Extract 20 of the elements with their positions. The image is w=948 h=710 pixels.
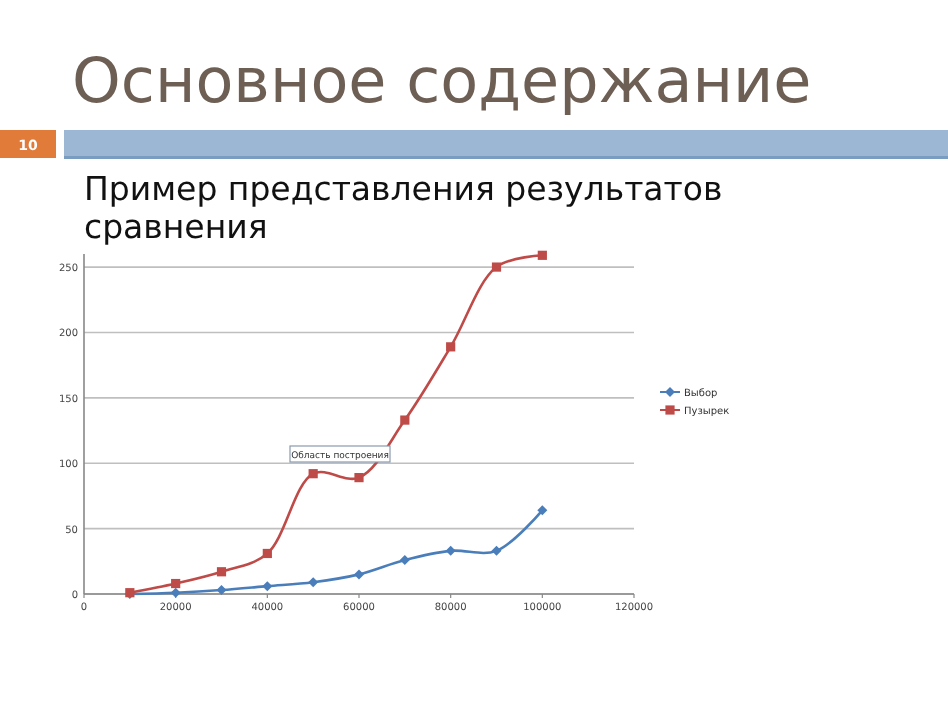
- point: [354, 473, 364, 483]
- point: [491, 545, 502, 556]
- point: [216, 567, 227, 577]
- point: [216, 585, 227, 596]
- point: [308, 469, 318, 479]
- point: [262, 548, 272, 559]
- point: [537, 250, 547, 260]
- point: [171, 578, 181, 589]
- chart-subtitle: Пример представления результатов сравнения: [84, 170, 723, 246]
- point: [399, 555, 410, 565]
- point: [491, 262, 502, 272]
- point: [170, 587, 181, 598]
- point: [537, 505, 548, 516]
- point: [308, 577, 319, 588]
- point: [262, 581, 273, 592]
- point: [445, 545, 456, 556]
- point: [400, 415, 410, 425]
- point: [354, 569, 364, 580]
- point: [446, 342, 456, 352]
- chart-title: Основное содержание: [72, 46, 812, 118]
